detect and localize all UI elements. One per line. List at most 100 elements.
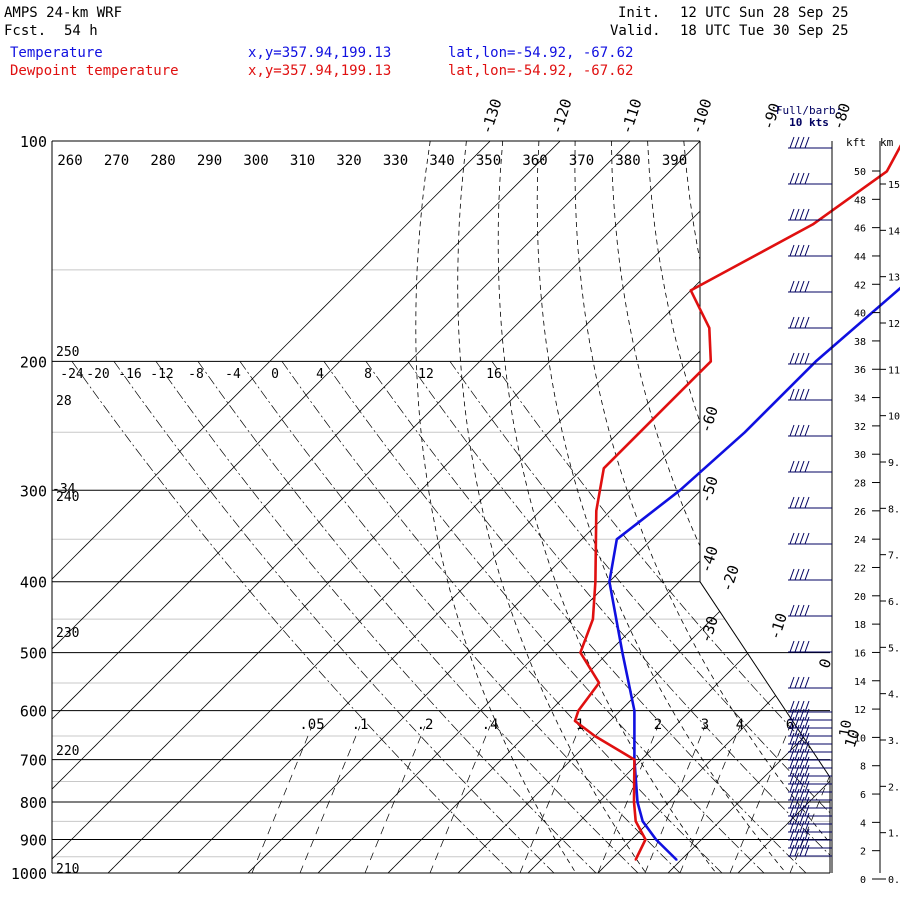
legend-dewpoint-name: Dewpoint temperature xyxy=(10,63,179,79)
km-label: 11. xyxy=(888,365,900,376)
dry-adiabat-label: 390 xyxy=(662,153,687,169)
legend-temperature-xy: x,y=357.94,199.13 xyxy=(248,45,392,61)
mixing-ratio-label: 10 xyxy=(837,719,856,738)
moist-adiabat-label: 16 xyxy=(486,367,502,382)
wind-barb-flag xyxy=(804,316,810,329)
pressure-label: 700 xyxy=(20,752,47,770)
temperature-profile xyxy=(608,286,900,861)
dewpoint-point xyxy=(634,859,637,861)
wind-barb-flag xyxy=(804,280,810,293)
kft-label: 16 xyxy=(854,648,866,659)
left-edge-label: -34 xyxy=(52,482,76,497)
wind-barb xyxy=(788,764,832,777)
wind-barb-flag xyxy=(789,604,795,617)
wind-barb xyxy=(788,788,832,801)
isotherm xyxy=(52,141,701,873)
wind-barb-flag xyxy=(794,788,800,801)
wind-barb xyxy=(788,724,832,737)
left-edge-label: 230 xyxy=(56,626,79,641)
mixing-ratio-line xyxy=(429,725,491,873)
wind-barb-flag xyxy=(794,732,800,745)
wind-barb-flag xyxy=(804,748,810,761)
valid-time: 18 UTC Tue 30 Sep 25 xyxy=(680,23,849,39)
mixing-ratio-line xyxy=(299,725,361,873)
wind-barb-flag xyxy=(794,208,800,221)
km-label: 14. xyxy=(888,226,900,237)
moist-adiabat-label: -20 xyxy=(86,367,109,382)
isotherm-label: -30 xyxy=(696,614,721,645)
moist-adiabat-label: -24 xyxy=(60,367,84,382)
mixing-ratio-label: 3 xyxy=(701,717,709,733)
isotherm-label: -110 xyxy=(617,96,645,136)
km-label: 2. xyxy=(888,782,900,793)
wind-barb-flag xyxy=(799,280,805,293)
wind-barb-flag xyxy=(794,820,800,833)
mixing-ratio-label: 4 xyxy=(736,717,744,733)
dry-adiabat-label: 350 xyxy=(476,153,501,169)
km-label: 10. xyxy=(888,412,900,423)
wind-barb-flag xyxy=(799,424,805,437)
wind-barb-flag xyxy=(789,640,795,653)
pressure-label: 400 xyxy=(20,574,47,592)
wind-barb-flag xyxy=(789,756,795,769)
temperature-point xyxy=(679,489,681,492)
wind-barb-flag xyxy=(799,388,805,401)
dry-adiabat-label: 330 xyxy=(383,153,408,169)
init-time: 12 UTC Sun 28 Sep 25 xyxy=(680,5,849,21)
moist-adiabat-label: 0 xyxy=(271,367,279,382)
wind-barb-flag xyxy=(789,352,795,365)
wind-barb-flag xyxy=(789,568,795,581)
wind-barb-flag xyxy=(799,804,805,817)
km-label: 0. xyxy=(888,875,900,886)
pressure-label: 300 xyxy=(20,482,47,500)
dewpoint-point xyxy=(644,838,647,841)
temperature-point xyxy=(641,820,644,823)
wind-barb xyxy=(788,756,832,769)
wind-barb-flag xyxy=(794,740,800,753)
dewpoint-point xyxy=(652,418,654,421)
wind-barb xyxy=(788,640,832,653)
wind-barb-flag xyxy=(794,244,800,257)
wind-barb xyxy=(788,532,832,545)
wind-barb-flag xyxy=(789,804,795,817)
kft-label: 14 xyxy=(854,677,866,688)
temperature-point xyxy=(636,801,639,803)
left-edge-label: 250 xyxy=(56,345,79,360)
wind-barb-flag xyxy=(799,812,805,825)
wind-barb-flag xyxy=(799,208,805,221)
mixing-ratio-label: .1 xyxy=(352,717,369,733)
moist-adiabat xyxy=(239,361,681,873)
wind-barb-flag xyxy=(794,352,800,365)
moist-adiabat-label: -16 xyxy=(118,367,141,382)
wind-barb xyxy=(788,568,832,581)
wind-barb xyxy=(788,244,832,257)
dry-adiabat xyxy=(574,141,830,873)
isotherm xyxy=(52,141,771,873)
wind-barb-flag xyxy=(799,708,805,721)
dry-adiabat xyxy=(536,141,787,873)
km-label: 9. xyxy=(888,458,900,469)
kft-label: 44 xyxy=(854,252,866,263)
isotherm-label: 10 xyxy=(841,727,864,750)
isotherm xyxy=(737,141,830,873)
dry-adiabat-label: 310 xyxy=(290,153,315,169)
wind-barb-flag xyxy=(794,748,800,761)
dry-adiabat-label: 260 xyxy=(57,153,82,169)
km-label: km xyxy=(880,136,894,149)
wind-barb-flag xyxy=(804,136,810,149)
wind-barb-flag xyxy=(794,676,800,689)
kft-label: 2 xyxy=(860,847,866,858)
wind-barb xyxy=(788,828,832,841)
wind-barb-flag xyxy=(789,780,795,793)
moist-adiabat xyxy=(197,361,639,873)
forecast-label: Fcst. xyxy=(4,23,47,39)
wind-barb-flag xyxy=(789,316,795,329)
wind-barb xyxy=(788,780,832,793)
dry-adiabat xyxy=(415,141,577,873)
kft-label: 46 xyxy=(854,224,866,235)
wind-barb xyxy=(788,812,832,825)
dry-adiabat-label: 280 xyxy=(150,153,175,169)
moist-adiabat xyxy=(155,361,597,873)
wind-barb-flag xyxy=(794,756,800,769)
